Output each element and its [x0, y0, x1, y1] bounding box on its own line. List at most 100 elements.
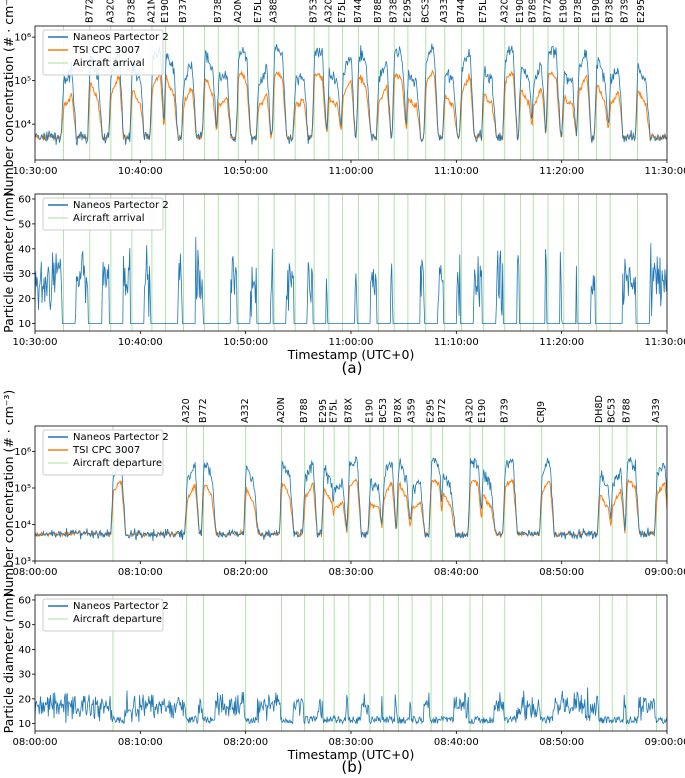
aircraft-type-label: B78X	[343, 397, 354, 423]
x-tick-label: 08:40:00	[434, 737, 479, 748]
x-tick-label: 08:00:00	[13, 567, 58, 578]
aircraft-type-label: B738	[573, 0, 584, 23]
x-axis-label: Timestamp (UTC+0)	[287, 347, 415, 362]
y-tick-label: 30	[18, 269, 31, 280]
aircraft-type-label: B753	[309, 0, 320, 23]
aircraft-type-label: A320	[323, 0, 334, 23]
aircraft-type-label: B788	[299, 398, 310, 423]
y-tick-label: 40	[18, 645, 31, 656]
aircraft-type-label: B737	[178, 0, 189, 23]
legend-label: Aircraft departure	[73, 614, 162, 625]
y-axis-label: Particle diameter (nm)	[1, 192, 16, 333]
aircraft-type-label: A20N	[233, 0, 244, 23]
panel-0: B772 A320 B738 A21N E190 B737 B738 A20N E75L A388…	[1, 0, 685, 197]
x-tick-label: 10:40:00	[118, 337, 163, 348]
aircraft-type-label: B772	[437, 398, 448, 423]
x-tick-label: 08:40:00	[434, 567, 479, 578]
aircraft-type-label: B739	[499, 398, 510, 423]
aircraft-type-label: E75L	[253, 0, 264, 23]
aircraft-type-label: B739	[619, 0, 630, 23]
aircraft-type-label: A333	[439, 0, 450, 23]
x-tick-label: 09:00:00	[645, 737, 685, 748]
aircraft-type-label: E190	[558, 0, 569, 23]
x-axis-label: Timestamp (UTC+0)	[287, 747, 415, 762]
x-tick-label: 08:10:00	[118, 737, 163, 748]
y-axis-label: Number concentration (# · cm⁻³)	[1, 0, 16, 197]
aircraft-type-label: E75L	[337, 0, 348, 23]
legend-label: Naneos Partector 2	[73, 32, 169, 43]
y-tick-label: 60	[18, 595, 31, 606]
aircraft-type-label: E295	[402, 0, 413, 23]
y-tick-label: 10	[18, 719, 31, 730]
aircraft-type-label: A320	[499, 0, 510, 23]
x-tick-label: 10:30:00	[13, 337, 58, 348]
aircraft-type-label: B772	[84, 0, 95, 23]
caption-a: (a)	[342, 359, 363, 377]
x-tick-label: 08:50:00	[539, 737, 584, 748]
x-tick-label: 08:10:00	[118, 567, 163, 578]
aircraft-type-label: B772	[542, 0, 553, 23]
x-tick-label: 08:50:00	[539, 567, 584, 578]
y-tick-label: 10⁴	[14, 520, 31, 531]
legend-label: Naneos Partector 2	[73, 601, 169, 612]
x-tick-label: 11:20:00	[539, 337, 584, 348]
aircraft-type-label: B744	[456, 0, 467, 23]
aircraft-type-label: E190	[160, 0, 171, 23]
y-tick-label: 20	[18, 694, 31, 705]
legend-label: Aircraft departure	[73, 458, 162, 469]
y-tick-label: 20	[18, 294, 31, 305]
panel-1: 10 20 30 40 50 60 10:30:00 10:40:00 10:50:00 11:0…	[1, 192, 685, 362]
x-tick-label: 11:20:00	[539, 166, 584, 177]
y-tick-label: 10³	[14, 557, 31, 568]
x-tick-label: 08:00:00	[13, 737, 58, 748]
aircraft-type-label: B78X	[393, 397, 404, 423]
aircraft-type-label: DH8D	[594, 395, 605, 423]
aircraft-type-label: A359	[407, 398, 418, 423]
series-naneos-partector-2	[34, 236, 668, 324]
x-tick-label: 11:00:00	[329, 166, 374, 177]
x-tick-label: 08:30:00	[329, 567, 374, 578]
x-tick-label: 09:00:00	[645, 567, 685, 578]
legend-label: Aircraft arrival	[73, 58, 144, 69]
y-tick-label: 40	[18, 244, 31, 255]
y-tick-label: 10⁵	[14, 484, 31, 495]
aircraft-type-label: B788	[373, 0, 384, 23]
legend-label: TSI CPC 3007	[72, 45, 140, 56]
y-axis-label: Number concentration (# · cm⁻³)	[1, 390, 16, 598]
aircraft-type-label: BC53	[378, 398, 389, 423]
y-axis-label: Particle diameter (nm)	[1, 593, 16, 734]
legend-box	[42, 598, 164, 632]
y-tick-label: 30	[18, 670, 31, 681]
aircraft-type-label: B772	[198, 398, 209, 423]
y-tick-label: 50	[18, 219, 31, 230]
legend-label: Naneos Partector 2	[73, 432, 169, 443]
aircraft-type-label: A21N	[146, 0, 157, 23]
x-tick-label: 11:30:00	[645, 166, 685, 177]
legend-box	[42, 429, 164, 476]
aircraft-type-label: A339	[651, 398, 662, 423]
x-tick-label: 08:20:00	[223, 567, 268, 578]
x-tick-label: 10:50:00	[223, 337, 268, 348]
aircraft-type-label: B789	[528, 0, 539, 23]
y-tick-label: 10⁶	[14, 33, 31, 44]
aircraft-type-label: E190	[591, 0, 602, 23]
aircraft-type-label: E190	[477, 399, 488, 423]
series-tsi-cpc-3007	[34, 477, 668, 539]
series-naneos-partector-2	[34, 43, 668, 146]
aircraft-type-label: CRJ9	[536, 401, 547, 423]
x-tick-label: 11:10:00	[434, 337, 479, 348]
x-tick-label: 11:10:00	[434, 166, 479, 177]
aircraft-type-label: E190	[515, 0, 526, 23]
legend-box	[42, 29, 164, 76]
aircraft-type-label: E295	[426, 399, 437, 423]
x-tick-label: 10:30:00	[13, 166, 58, 177]
x-tick-label: 08:30:00	[329, 737, 374, 748]
aircraft-type-label: E295	[636, 0, 647, 23]
aircraft-type-label: E295	[318, 399, 329, 423]
aircraft-type-label: BCS3	[420, 0, 431, 23]
y-tick-label: 50	[18, 620, 31, 631]
legend-box	[42, 197, 164, 231]
aircraft-type-label: A320	[181, 398, 192, 423]
x-tick-label: 10:40:00	[118, 166, 163, 177]
